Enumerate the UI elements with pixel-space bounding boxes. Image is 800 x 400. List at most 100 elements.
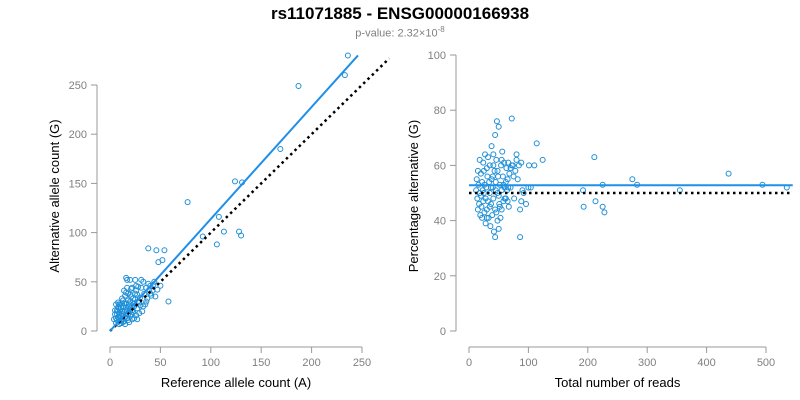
panel-left-point <box>119 300 126 307</box>
panel-left-point <box>277 145 284 152</box>
panel-left-point <box>132 276 139 283</box>
panel-right-point <box>517 234 524 241</box>
panel-right-y-tick-label: 40 <box>434 216 446 228</box>
panel-left-y-tick-label: 0 <box>81 326 87 338</box>
panel-left-x-tick-label: 50 <box>154 357 166 369</box>
panel-left-point <box>133 287 140 294</box>
panel-left-point <box>215 213 222 220</box>
panel-left-point <box>140 303 147 310</box>
panel-right-x-tick-label: 500 <box>757 357 775 369</box>
panel-right-point <box>580 203 587 210</box>
panel-left-point <box>128 285 135 292</box>
panel-left-point <box>138 276 145 283</box>
panel-right-point <box>510 173 517 180</box>
panel-right-point <box>474 167 481 174</box>
panel-right-point <box>523 201 530 208</box>
panel-left-point <box>220 228 227 235</box>
panel-right-point <box>474 206 481 213</box>
panel-right-point <box>490 151 497 158</box>
panel-right-point <box>490 195 497 202</box>
chart-title: rs11071885 - ENSG00000166938 <box>270 4 530 23</box>
panel-right-point <box>539 156 546 163</box>
panel-right-point <box>508 162 515 169</box>
panel-left-fit-line <box>109 54 359 332</box>
panel-right-point <box>591 154 598 161</box>
panel-left-point <box>112 307 119 314</box>
panel-right-point <box>477 212 484 219</box>
panel-left-y-tick-label: 50 <box>75 277 87 289</box>
panel-left-point <box>111 316 118 323</box>
panel-right-point <box>495 225 502 232</box>
panel-right-y-tick-label: 60 <box>434 160 446 172</box>
pvalue-exponent: -8 <box>437 25 445 34</box>
panel-right-point <box>482 151 489 158</box>
panel-right-point <box>513 151 520 158</box>
panel-right-y-tick-label: 20 <box>434 271 446 283</box>
panel-right-point <box>483 214 490 221</box>
panel-right-point <box>476 201 483 208</box>
panel-left-x-tick-label: 250 <box>353 357 371 369</box>
panel-right-point <box>499 173 506 180</box>
panel-right-point <box>485 154 492 161</box>
panel-left-y-tick-label: 150 <box>69 178 87 190</box>
panel-right-y-axis-title: Percentage alternative (G) <box>406 120 421 272</box>
panel-right-x-tick-label: 400 <box>697 357 715 369</box>
panel-left-y-axis-title: Alternative allele count (G) <box>47 119 62 272</box>
panel-right-point <box>493 156 500 163</box>
panel-right-x-tick-label: 200 <box>579 357 597 369</box>
panel-left-point <box>125 297 132 304</box>
panel-right-point <box>513 156 520 163</box>
panel-right-point <box>503 165 510 172</box>
panel-right-point <box>518 159 525 166</box>
panel-left-point <box>144 295 151 302</box>
panel-left-y-tick-label: 250 <box>69 80 87 92</box>
panel-right-point <box>496 201 503 208</box>
panel-right-point <box>490 162 497 169</box>
panel-left-point <box>123 304 130 311</box>
panel-right-point <box>474 195 481 202</box>
pvalue-label: p-value: 2.32×10 <box>355 27 438 40</box>
panel-right-point <box>496 203 503 210</box>
panel-left-point <box>113 301 120 308</box>
panel-left-point <box>157 282 164 289</box>
panel-right-point <box>494 167 501 174</box>
panel-left-point <box>344 52 351 59</box>
panel-right-point <box>483 165 490 172</box>
panel-right-point <box>473 176 480 183</box>
panel-left-point <box>238 232 245 239</box>
panel-left-reference-line <box>109 57 391 332</box>
panel-right-point <box>498 156 505 163</box>
panel-right-point <box>499 148 506 155</box>
panel-right-point <box>497 214 504 221</box>
panel-left-y-tick-label: 100 <box>69 228 87 240</box>
panel-left-point <box>134 316 141 323</box>
panel-right-point <box>505 203 512 210</box>
panel-left-point <box>136 310 143 317</box>
panel-right-point <box>494 217 501 224</box>
panel-left-point <box>153 247 160 254</box>
panel-left-x-tick-label: 100 <box>202 357 220 369</box>
panel-right-x-axis-title: Total number of reads <box>555 375 681 390</box>
panel-right-point <box>495 192 502 199</box>
panel-right-point <box>477 170 484 177</box>
panel-right-point <box>498 187 505 194</box>
panel-left-point <box>145 245 152 252</box>
panel-left-point <box>130 295 137 302</box>
panel-left-point <box>127 276 134 283</box>
panel-right-point <box>508 115 515 122</box>
panel-right-point <box>533 140 540 147</box>
panel-right-point <box>518 198 525 205</box>
panel-left-point <box>155 259 162 266</box>
panel-right-point <box>495 123 502 130</box>
panel-left-point <box>184 199 191 206</box>
panel-right-point <box>492 132 499 139</box>
panel-left-x-tick-label: 150 <box>252 357 270 369</box>
panel-right-point <box>498 162 505 169</box>
panel-left-point <box>165 298 172 305</box>
panel-right-point <box>492 234 499 241</box>
panel-right-point <box>512 167 519 174</box>
chart-subtitle: p-value: 2.32×10-8 <box>0 25 800 40</box>
panel-right-point <box>599 203 606 210</box>
panel-right-x-tick-label: 300 <box>638 357 656 369</box>
